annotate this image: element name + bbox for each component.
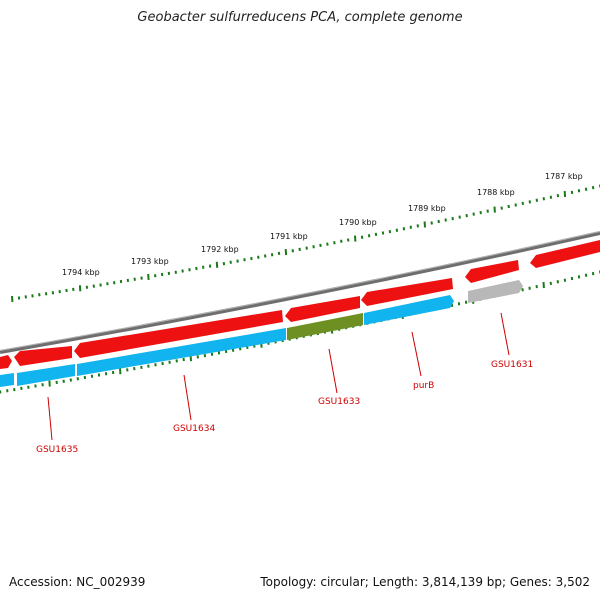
tick-label: 1789 kbp [408,204,446,213]
reverse-cds-highlight[interactable] [287,313,363,340]
forward-cds[interactable] [361,278,453,306]
map-title: Geobacter sulfurreducens PCA, complete g… [137,10,463,25]
tick-label: 1793 kbp [131,257,169,266]
genome-backbone [0,231,600,354]
gene-label-gsu1634[interactable]: GSU1634 [173,424,215,434]
tick-label: 1791 kbp [270,232,308,241]
gene-label-purb[interactable]: purB [413,381,434,391]
reverse-strand-features [0,280,523,387]
forward-cds[interactable] [285,296,360,322]
forward-cds[interactable] [530,240,600,268]
gene-labels: GSU1635 GSU1634 GSU1633 purB GSU1631 [36,360,533,455]
tick-label: 1792 kbp [201,245,239,254]
reverse-cds[interactable] [364,295,454,325]
reverse-cds[interactable] [17,364,75,386]
tick-labels: 1794 kbp 1793 kbp 1792 kbp 1791 kbp 1790… [62,172,583,277]
forward-cds[interactable] [0,355,12,369]
tick-label: 1788 kbp [477,188,515,197]
pseudo-cds[interactable] [468,280,523,303]
forward-strand-features [0,240,600,369]
gene-leader-lines [47,312,510,441]
forward-cds[interactable] [14,346,72,366]
tick-label: 1790 kbp [339,218,377,227]
tick-label: 1787 kbp [545,172,583,181]
forward-cds[interactable] [465,260,519,283]
gene-label-gsu1633[interactable]: GSU1633 [318,397,360,407]
gene-label-gsu1631[interactable]: GSU1631 [491,360,533,370]
outer-tick-ring [11,184,600,303]
reverse-cds[interactable] [0,373,14,387]
forward-cds[interactable] [74,310,283,358]
accession-text: Accession: NC_002939 [9,575,146,589]
gene-label-gsu1635[interactable]: GSU1635 [36,445,78,455]
reverse-cds[interactable] [77,328,286,376]
tick-label: 1794 kbp [62,268,100,277]
genome-summary-text: Topology: circular; Length: 3,814,139 bp… [260,575,590,589]
